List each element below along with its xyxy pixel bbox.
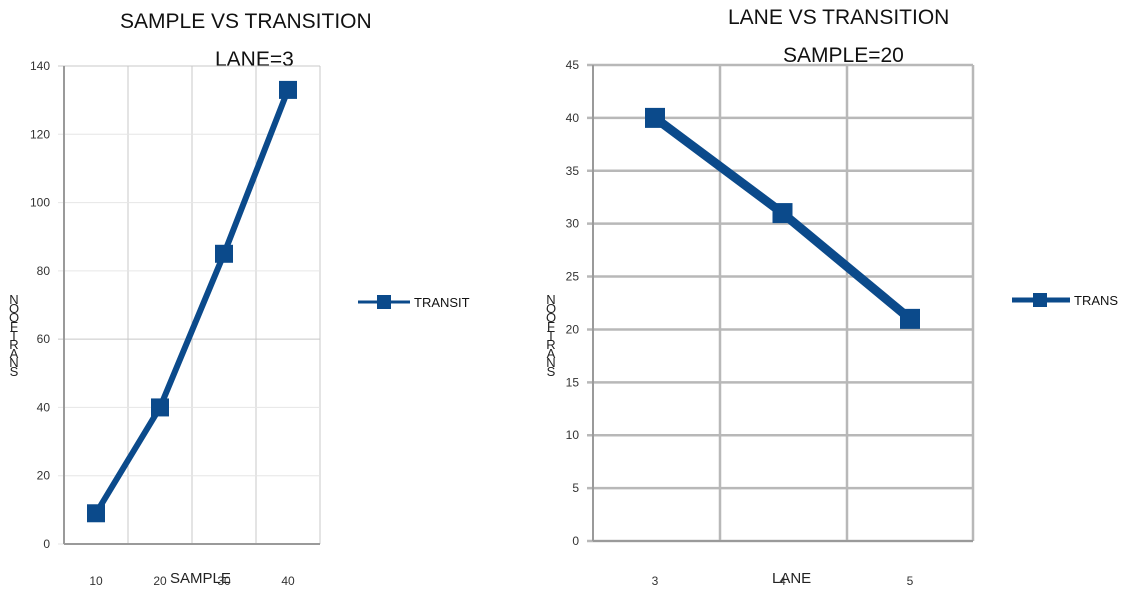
y-tick-label: 20: [566, 322, 580, 336]
legend: TRANS: [1012, 292, 1118, 308]
y-tick-label: 5: [572, 481, 579, 495]
legend: TRANSIT: [358, 294, 470, 310]
x-tick-label: 40: [281, 574, 295, 588]
series-line: [93, 88, 291, 515]
y-tick-label: 25: [566, 270, 580, 284]
y-tick-label: 80: [37, 264, 51, 278]
data-point: [151, 398, 169, 417]
data-point: [900, 308, 920, 329]
legend-label: TRANS: [1074, 292, 1119, 308]
y-tick-label: 60: [37, 332, 51, 346]
chart-title: SAMPLE VS TRANSITION: [120, 10, 372, 33]
y-tick-label: 35: [566, 164, 580, 178]
data-point: [87, 504, 105, 523]
chart-title: LANE VS TRANSITION: [728, 6, 950, 29]
plot-area: 0 20 40 60 80 100 120 140 10 20 30 40: [30, 59, 321, 588]
y-tick-label: 45: [566, 58, 580, 72]
x-tick-label: 5: [907, 574, 914, 588]
chart-subtitle: SAMPLE=20: [783, 44, 904, 67]
x-tick-label: 20: [153, 574, 167, 588]
y-tick-label: 20: [37, 469, 51, 483]
legend-label: TRANSIT: [414, 294, 470, 310]
data-point: [645, 107, 665, 128]
data-point: [215, 244, 233, 263]
y-tick-label: 40: [566, 111, 580, 125]
y-tick-label: 100: [30, 196, 50, 210]
x-axis-label: LANE: [772, 570, 812, 587]
y-axis-label: NO OF TRANS: [8, 292, 20, 379]
legend-marker-icon: [1012, 293, 1070, 307]
x-tick-label: 30: [217, 574, 231, 588]
y-tick-label: 15: [566, 375, 580, 389]
data-point: [279, 80, 297, 99]
chart-subtitle: LANE=3: [215, 48, 294, 71]
y-tick-label: 40: [37, 400, 51, 414]
chart-sample-vs-transition: SAMPLE VS TRANSITION LANE=3 NO OF TRANS …: [0, 0, 520, 590]
x-tick-label: 10: [89, 574, 103, 588]
x-tick-label: 3: [652, 574, 659, 588]
y-tick-label: 120: [30, 127, 50, 141]
legend-marker-icon: [358, 295, 410, 309]
x-tick-label: 4: [779, 574, 786, 588]
x-axis-label: SAMPLE: [170, 570, 231, 587]
y-tick-label: 0: [43, 537, 50, 551]
y-tick-label: 30: [566, 217, 580, 231]
data-point: [772, 203, 793, 224]
chart-lane-vs-transition: LANE VS TRANSITION SAMPLE=20 NO OF TRANS…: [540, 0, 1123, 590]
y-tick-label: 10: [566, 428, 580, 442]
y-tick-label: 140: [30, 59, 50, 73]
y-tick-label: 0: [572, 534, 579, 548]
y-axis-label: NO OF TRANS: [545, 292, 557, 379]
